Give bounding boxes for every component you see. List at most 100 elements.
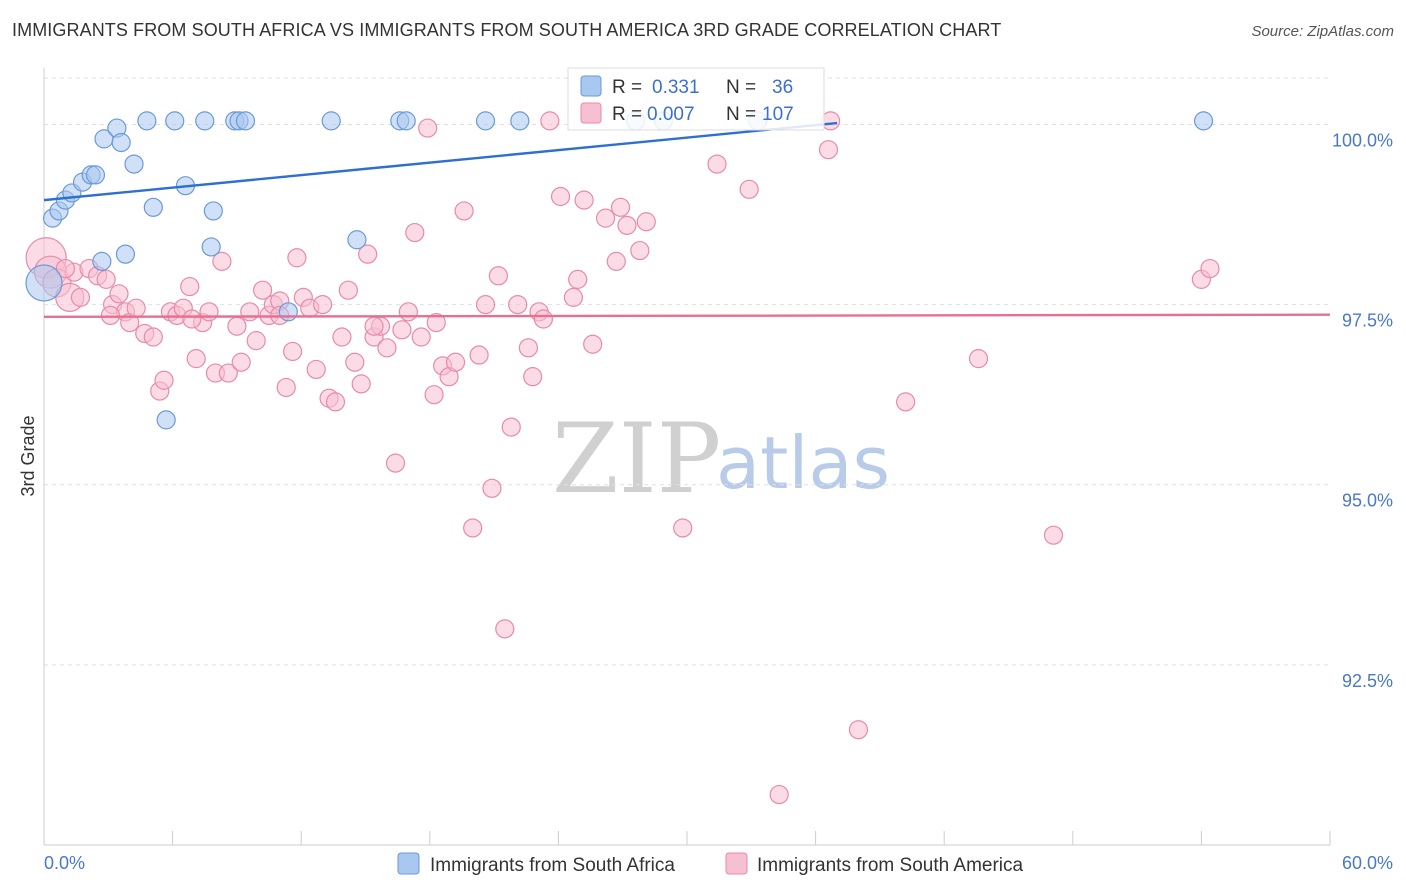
- data-point-south-america: [482, 478, 502, 498]
- legend-swatch-south-america: [580, 102, 602, 124]
- legend-r-label-2: R =: [612, 104, 642, 125]
- data-point-south-africa: [235, 111, 256, 131]
- data-point-south-america: [358, 244, 378, 264]
- data-point-south-america: [182, 309, 202, 329]
- data-point-south-america: [100, 305, 121, 326]
- data-point-south-america: [276, 377, 296, 398]
- data-point-south-africa: [510, 111, 530, 131]
- data-point-south-america: [574, 190, 594, 210]
- data-point-south-africa: [475, 111, 496, 131]
- data-point-south-america: [313, 294, 333, 315]
- data-point-south-america: [411, 327, 431, 347]
- data-point-south-america: [377, 338, 397, 358]
- x-ticks: [43, 831, 1331, 845]
- data-point-south-america: [673, 518, 693, 538]
- y-tick-labels: 92.5% 95.0% 97.5% 100.0%: [1332, 130, 1393, 690]
- legend-box: R = 0.331 N = 36 R = 0.007 N = 107: [567, 67, 825, 131]
- data-point-south-america: [463, 518, 483, 538]
- x-tick-label-max: 60.0%: [1342, 853, 1393, 873]
- data-point-south-america: [126, 298, 146, 318]
- bottom-legend-swatch-south-africa: [397, 852, 420, 875]
- legend-n-label-1: N =: [726, 77, 756, 98]
- data-point-south-america: [180, 276, 200, 297]
- data-point-south-america: [405, 222, 425, 243]
- legend-n-value-1: 36: [772, 77, 793, 98]
- data-point-south-america: [818, 140, 839, 160]
- bottom-legend-swatch-south-america: [725, 852, 748, 875]
- data-point-south-america: [418, 118, 438, 138]
- y-tick-label: 95.0%: [1342, 491, 1393, 511]
- legend-r-value-1: 0.331: [652, 77, 700, 98]
- bottom-legend-label-south-america: Immigrants from South America: [757, 855, 1024, 876]
- data-point-south-america: [475, 294, 496, 315]
- data-point-south-america: [283, 341, 303, 362]
- data-point-south-africa: [25, 264, 63, 302]
- trend-line-south-africa: [43, 121, 838, 202]
- data-point-south-africa: [111, 132, 131, 153]
- data-point-south-america: [345, 352, 365, 372]
- data-point-south-america: [595, 208, 616, 228]
- data-point-south-africa: [195, 111, 215, 131]
- chart-title: IMMIGRANTS FROM SOUTH AFRICA VS IMMIGRAN…: [12, 20, 1002, 40]
- data-point-south-america: [385, 453, 406, 473]
- data-point-south-america: [109, 284, 129, 304]
- data-point-south-america: [287, 248, 307, 268]
- data-point-south-america: [253, 280, 273, 300]
- data-point-south-america: [246, 331, 266, 351]
- data-point-south-america: [218, 363, 238, 383]
- data-point-south-america: [769, 784, 789, 805]
- trend-line-south-america: [43, 313, 1331, 319]
- data-point-south-africa: [201, 237, 221, 257]
- data-point-south-america: [739, 179, 759, 199]
- data-point-south-america: [610, 197, 631, 217]
- data-point-south-america: [568, 269, 588, 289]
- data-point-south-america: [96, 269, 116, 289]
- data-point-south-africa: [203, 201, 223, 221]
- data-point-south-america: [70, 287, 91, 307]
- data-point-south-africa: [92, 251, 112, 271]
- data-point-south-america: [240, 302, 260, 322]
- legend-box-frame: [567, 67, 825, 131]
- data-point-south-africa: [143, 197, 163, 217]
- data-point-south-america: [968, 349, 989, 369]
- bottom-legend-label-south-africa: Immigrants from South Africa: [430, 855, 675, 876]
- y-tick-label: 97.5%: [1342, 311, 1393, 331]
- data-point-south-america: [199, 302, 219, 322]
- data-point-south-america: [351, 374, 371, 394]
- data-point-south-america: [325, 392, 346, 412]
- x-tick-label-min: 0.0%: [44, 853, 85, 873]
- data-point-south-africa: [396, 111, 416, 131]
- data-point-south-america: [495, 619, 515, 639]
- data-point-south-america: [550, 186, 571, 207]
- data-point-south-africa: [347, 230, 367, 250]
- data-point-south-america: [606, 251, 626, 271]
- data-point-south-america: [338, 280, 358, 300]
- data-point-south-america: [154, 370, 174, 390]
- legend-n-label-2: N =: [726, 104, 756, 125]
- bottom-legend: Immigrants from South Africa Immigrants …: [397, 852, 1024, 876]
- data-point-south-america: [364, 316, 384, 336]
- data-point-south-america: [227, 316, 247, 336]
- data-point-south-america: [186, 349, 206, 369]
- data-point-south-america: [617, 215, 637, 235]
- data-point-south-america: [306, 359, 326, 380]
- data-point-south-america: [1043, 525, 1064, 545]
- data-point-south-america: [454, 201, 474, 221]
- data-point-south-america: [332, 327, 352, 347]
- data-point-south-america: [523, 367, 543, 387]
- data-point-south-america: [445, 352, 466, 372]
- data-point-south-america: [392, 320, 412, 340]
- legend-swatch-south-africa: [580, 75, 602, 97]
- legend-r-label-1: R =: [612, 77, 642, 98]
- legend-n-value-2: 107: [762, 104, 794, 125]
- watermark-atlas: atlas: [716, 421, 890, 505]
- data-point-south-africa: [321, 111, 341, 131]
- data-point-south-america: [508, 294, 528, 315]
- data-point-south-america: [212, 251, 232, 271]
- data-point-south-america: [398, 302, 418, 322]
- data-point-south-america: [563, 287, 584, 307]
- data-point-south-africa: [156, 410, 176, 430]
- watermark: ZIP atlas: [552, 403, 890, 515]
- watermark-zip: ZIP: [552, 403, 721, 515]
